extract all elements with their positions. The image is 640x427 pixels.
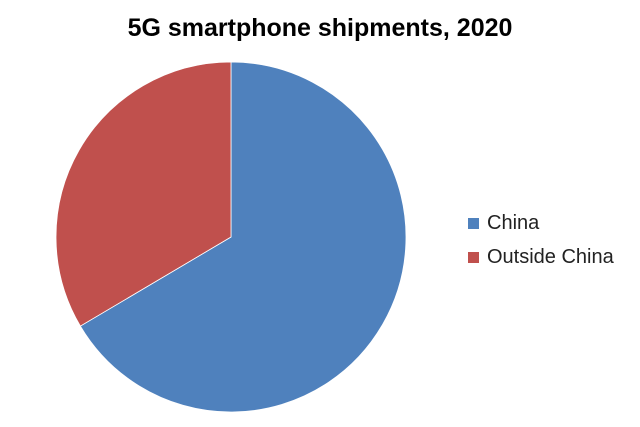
pie-slices [55, 61, 407, 413]
legend-item-china: China [468, 206, 614, 240]
pie-slice-china [79, 61, 407, 413]
legend-swatch-outside-china [468, 251, 479, 263]
pie-slice-outside-china [55, 61, 232, 327]
legend-label-outside-china: Outside China [487, 245, 614, 268]
legend-label-china: China [487, 211, 540, 234]
legend: China Outside China [468, 206, 614, 274]
chart-title: 5G smartphone shipments, 2020 [127, 14, 513, 42]
legend-item-outside-china: Outside China [468, 240, 614, 274]
legend-swatch-china [468, 217, 479, 229]
